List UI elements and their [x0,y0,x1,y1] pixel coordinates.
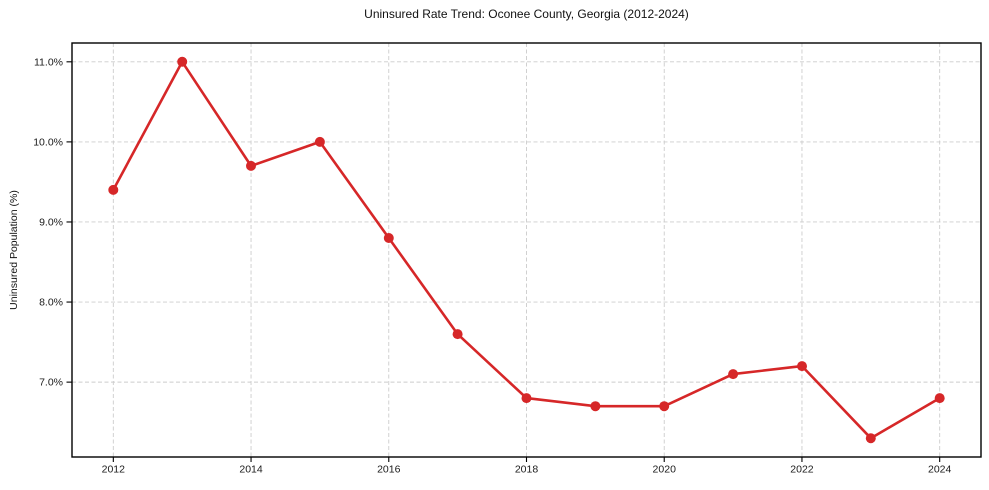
data-point-2023 [865,433,876,444]
x-tick-label: 2024 [928,464,952,476]
x-tick-label: 2016 [377,464,401,476]
data-point-2016 [383,233,394,243]
y-tick-label: 7.0% [39,377,63,389]
data-point-2015 [314,136,325,147]
y-tick-label: 11.0% [34,56,63,68]
y-tick-label: 10.0% [33,136,63,148]
data-point-2013 [177,56,188,67]
y-tick-label: 8.0% [39,297,63,309]
data-point-2020 [659,401,670,412]
grid-layer [72,43,981,457]
tick-layer: 7.0% 8.0% 9.0% 10.0% 11.0% 2012 2014 2016 2018 20… [33,56,951,475]
x-tick-label: 2018 [515,464,539,476]
data-point-2018 [521,393,532,404]
data-point-2019 [590,401,601,412]
y-tick-label: 9.0% [39,216,63,228]
chart-title: Uninsured Rate Trend: Oconee County, Geo… [364,7,689,21]
data-point-2017 [452,329,463,340]
x-tick-label: 2020 [653,464,677,476]
y-axis-label: Uninsured Population (%) [8,190,20,310]
data-point-2024 [934,393,945,404]
x-tick-label: 2012 [102,464,126,476]
x-tick-label: 2022 [790,464,814,476]
data-point-2012 [108,184,119,195]
data-point-2021 [728,369,739,380]
data-point-2022 [797,361,807,372]
data-point-2014 [246,160,256,171]
x-tick-label: 2014 [239,464,263,476]
series-uninsured-rate [108,56,945,444]
